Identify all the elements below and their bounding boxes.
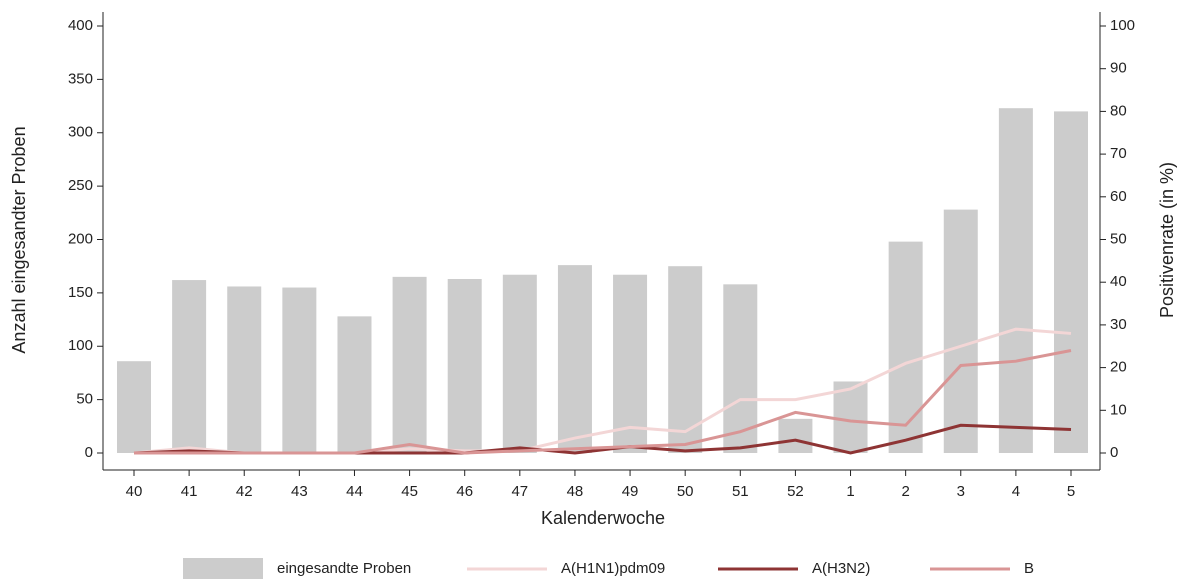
line bbox=[134, 349, 1072, 455]
y2-tick-label: 70 bbox=[1110, 145, 1127, 162]
y-tick-label: 250 bbox=[68, 177, 93, 194]
x-tick-label: 42 bbox=[236, 483, 253, 500]
bar bbox=[723, 284, 758, 453]
y-tick-label: 150 bbox=[68, 284, 93, 301]
y2-tick-label: 90 bbox=[1110, 60, 1127, 77]
x-tick-label: 43 bbox=[291, 483, 308, 500]
legend-swatch bbox=[183, 558, 263, 579]
bar bbox=[1054, 111, 1088, 454]
bar bbox=[998, 108, 1033, 453]
bar bbox=[557, 265, 592, 453]
y2-tick-label: 100 bbox=[1110, 17, 1135, 34]
y2-tick-label: 40 bbox=[1110, 273, 1127, 290]
x-tick-label: 49 bbox=[622, 483, 639, 500]
y2-tick-label: 80 bbox=[1110, 102, 1127, 119]
legend-label: B bbox=[1024, 560, 1034, 577]
x-tick-label: 41 bbox=[181, 483, 198, 500]
bar bbox=[337, 316, 372, 453]
y2-tick-label: 10 bbox=[1110, 401, 1127, 418]
y-tick-label: 0 bbox=[85, 444, 93, 461]
bar bbox=[778, 418, 813, 453]
y-tick-label: 200 bbox=[68, 230, 93, 247]
legend-label: eingesandte Proben bbox=[277, 560, 411, 577]
x-tick-label: 47 bbox=[511, 483, 528, 500]
x-tick-label: 50 bbox=[677, 483, 694, 500]
legend-label: A(H1N1)pdm09 bbox=[561, 560, 665, 577]
bar bbox=[227, 286, 262, 453]
y-axis-label: Anzahl eingesandter Proben bbox=[9, 126, 29, 353]
x-tick-label: 52 bbox=[787, 483, 804, 500]
y2-tick-label: 50 bbox=[1110, 230, 1127, 247]
y2-tick-label: 20 bbox=[1110, 359, 1127, 376]
y2-tick-label: 30 bbox=[1110, 316, 1127, 333]
x-tick-label: 48 bbox=[567, 483, 584, 500]
y-tick-label: 400 bbox=[68, 17, 93, 34]
bar bbox=[943, 209, 978, 453]
x-tick-label: 1 bbox=[846, 483, 854, 500]
x-tick-label: 46 bbox=[456, 483, 473, 500]
x-tick-label: 5 bbox=[1067, 483, 1075, 500]
bar bbox=[447, 278, 482, 453]
bar bbox=[502, 274, 537, 453]
x-tick-label: 40 bbox=[126, 483, 143, 500]
bar bbox=[392, 276, 427, 453]
bar bbox=[117, 361, 151, 453]
x-tick-label: 2 bbox=[901, 483, 909, 500]
y-tick-label: 50 bbox=[76, 391, 93, 408]
bar bbox=[613, 274, 648, 453]
bar bbox=[833, 381, 868, 453]
x-tick-label: 3 bbox=[957, 483, 965, 500]
y-tick-label: 100 bbox=[68, 337, 93, 354]
y2-axis-label: Positivenrate (in %) bbox=[1157, 162, 1177, 318]
y2-tick-label: 0 bbox=[1110, 444, 1118, 461]
bar bbox=[172, 280, 207, 453]
x-tick-label: 4 bbox=[1012, 483, 1020, 500]
y-tick-label: 300 bbox=[68, 124, 93, 141]
x-tick-label: 44 bbox=[346, 483, 363, 500]
y2-tick-label: 60 bbox=[1110, 188, 1127, 205]
bar bbox=[282, 287, 317, 453]
x-tick-label: 51 bbox=[732, 483, 749, 500]
bar bbox=[888, 241, 923, 453]
bar bbox=[668, 266, 703, 453]
y-tick-label: 350 bbox=[68, 70, 93, 87]
x-axis-label: Kalenderwoche bbox=[541, 508, 665, 528]
x-tick-label: 45 bbox=[401, 483, 418, 500]
legend-label: A(H3N2) bbox=[812, 560, 870, 577]
